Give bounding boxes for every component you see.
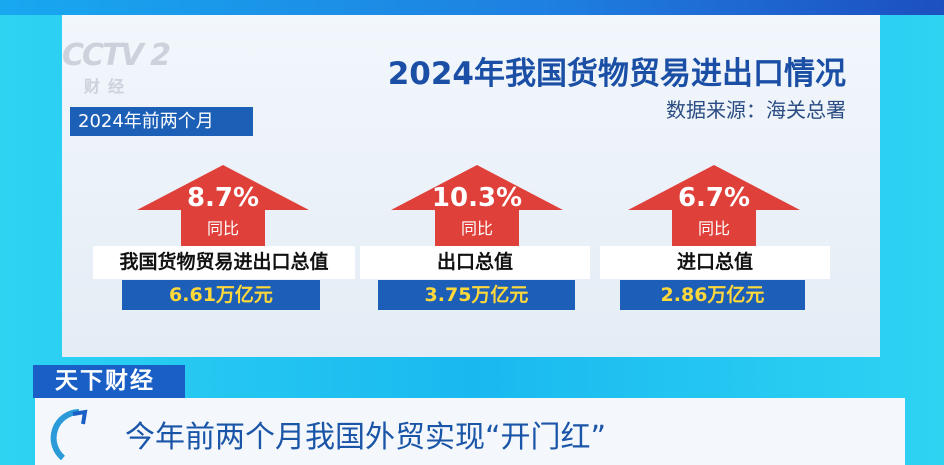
- up-arrow-total: 8.7% 同比: [137, 165, 309, 247]
- growth-pct: 8.7%: [186, 183, 260, 213]
- arrow-up-icon: [628, 165, 800, 247]
- item-label: 进口总值: [600, 246, 830, 279]
- item-value: 2.86万亿元: [620, 280, 805, 310]
- logo-text: CCTV 2: [62, 38, 171, 73]
- top-band: [0, 0, 944, 15]
- infographic-title: 2024年我国货物贸易进出口情况: [387, 56, 846, 92]
- logo-subtext: 财经: [84, 77, 133, 96]
- item-label: 我国货物贸易进出口总值: [93, 246, 355, 279]
- arrow-up-icon: [137, 165, 309, 247]
- arrow-up-icon: [391, 165, 563, 247]
- up-arrow-import: 6.7% 同比: [628, 165, 800, 247]
- headline-text: 今年前两个月我国外贸实现“开门红”: [125, 420, 607, 455]
- headline-bar: 今年前两个月我国外贸实现“开门红”: [35, 398, 905, 465]
- period-badge: 2024年前两个月: [70, 107, 253, 136]
- item-value: 6.61万亿元: [122, 280, 320, 310]
- program-logo-icon: [50, 409, 88, 460]
- up-arrow-export: 10.3% 同比: [391, 165, 563, 247]
- yoy-label: 同比: [460, 219, 493, 238]
- program-tab: 天下财经: [33, 365, 185, 398]
- yoy-label: 同比: [206, 219, 239, 238]
- yoy-label: 同比: [697, 219, 730, 238]
- data-source: 数据来源：海关总署: [666, 98, 846, 122]
- item-value: 3.75万亿元: [378, 280, 575, 310]
- growth-pct: 6.7%: [677, 183, 751, 213]
- growth-pct: 10.3%: [431, 183, 523, 213]
- item-label: 出口总值: [360, 246, 590, 279]
- channel-logo: CCTV 2 财经: [62, 38, 182, 98]
